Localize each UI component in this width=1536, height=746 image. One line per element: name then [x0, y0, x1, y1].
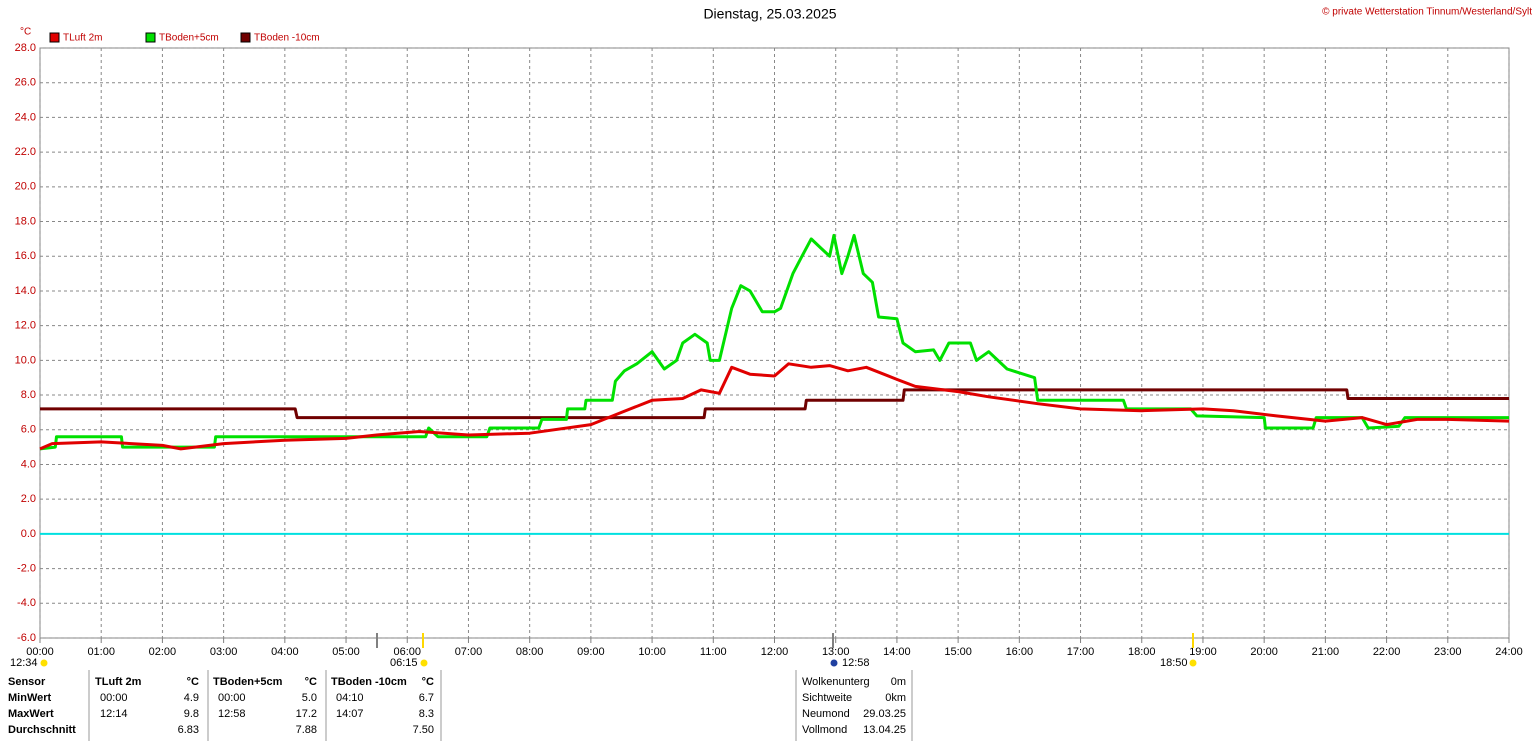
- table-cell: °C: [187, 676, 199, 688]
- info-cell: 0m: [891, 676, 906, 688]
- x-tick-label: 07:00: [455, 646, 483, 658]
- info-cell: Wolkenunterg: [802, 676, 870, 688]
- y-tick-label: 12.0: [15, 320, 36, 332]
- astro-time: 18:50: [1160, 657, 1188, 669]
- x-tick-label: 14:00: [883, 646, 911, 658]
- credit: © private Wetterstation Tinnum/Westerlan…: [1322, 7, 1532, 18]
- table-cell: 7.50: [413, 724, 434, 736]
- table-cell: 14:07: [336, 708, 364, 720]
- x-tick-label: 04:00: [271, 646, 299, 658]
- x-tick-label: 10:00: [638, 646, 666, 658]
- series-line: [40, 388, 1509, 420]
- table-cell: 04:10: [336, 692, 364, 704]
- table-cell: 7.88: [296, 724, 317, 736]
- legend-label: TBoden+5cm: [159, 33, 219, 44]
- info-cell: Vollmond: [802, 724, 847, 736]
- info-cell: 0km: [885, 692, 906, 704]
- legend-label: TBoden -10cm: [254, 33, 320, 44]
- legend-swatch: [145, 32, 156, 43]
- y-tick-label: 0.0: [21, 528, 36, 540]
- table-cell: 5.0: [302, 692, 317, 704]
- x-tick-label: 13:00: [822, 646, 850, 658]
- x-tick-label: 24:00: [1495, 646, 1523, 658]
- astro-icon: [830, 659, 838, 667]
- y-tick-label: -4.0: [17, 597, 36, 609]
- table-cell: 6.7: [419, 692, 434, 704]
- info-cell: 13.04.25: [863, 724, 906, 736]
- astro-time: 06:15: [390, 657, 418, 669]
- y-tick-label: 4.0: [21, 458, 36, 470]
- table-cell: Durchschnitt: [8, 724, 76, 736]
- y-tick-label: -2.0: [17, 562, 36, 574]
- y-tick-label: 26.0: [15, 77, 36, 89]
- y-tick-label: 8.0: [21, 389, 36, 401]
- table-cell: 12:58: [218, 708, 246, 720]
- y-tick-label: 28.0: [15, 42, 36, 54]
- x-tick-label: 18:00: [1128, 646, 1156, 658]
- y-tick-label: -6.0: [17, 632, 36, 644]
- y-tick-label: 24.0: [15, 111, 36, 123]
- x-tick-label: 08:00: [516, 646, 544, 658]
- x-tick-label: 12:00: [761, 646, 789, 658]
- y-tick-label: 10.0: [15, 354, 36, 366]
- table-cell: TBoden -10cm: [331, 676, 407, 688]
- table-cell: °C: [422, 676, 434, 688]
- series-line: [39, 233, 1509, 451]
- x-tick-label: 00:00: [26, 646, 54, 658]
- legend-swatch: [240, 32, 251, 43]
- table-cell: MaxWert: [8, 708, 54, 720]
- y-tick-label: 2.0: [21, 493, 36, 505]
- y-unit: °C: [20, 27, 31, 38]
- x-tick-label: 11:00: [700, 646, 727, 658]
- table-cell: 17.2: [296, 708, 317, 720]
- y-tick-label: 18.0: [15, 215, 36, 227]
- astro-time: 12:34: [10, 657, 38, 669]
- info-cell: 29.03.25: [863, 708, 906, 720]
- table-cell: 00:00: [218, 692, 246, 704]
- x-tick-label: 17:00: [1067, 646, 1095, 658]
- info-cell: Sichtweite: [802, 692, 852, 704]
- table-cell: MinWert: [8, 692, 52, 704]
- info-cell: Neumond: [802, 708, 850, 720]
- y-tick-label: 20.0: [15, 181, 36, 193]
- table-cell: 6.83: [178, 724, 199, 736]
- x-tick-label: 22:00: [1373, 646, 1401, 658]
- x-tick-label: 09:00: [577, 646, 605, 658]
- table-cell: TLuft 2m: [95, 676, 142, 688]
- x-tick-label: 02:00: [149, 646, 177, 658]
- table-cell: 9.8: [184, 708, 199, 720]
- table-cell: °C: [305, 676, 317, 688]
- table-cell: 8.3: [419, 708, 434, 720]
- series-line: [39, 362, 1510, 451]
- y-tick-label: 22.0: [15, 146, 36, 158]
- astro-icon: [1189, 659, 1197, 667]
- legend-swatch: [49, 32, 60, 43]
- table-cell: 4.9: [184, 692, 199, 704]
- chart-title: Dienstag, 25.03.2025: [703, 6, 836, 22]
- table-cell: 12:14: [100, 708, 128, 720]
- y-tick-label: 16.0: [15, 250, 36, 262]
- astro-icon: [40, 659, 48, 667]
- table-cell: 00:00: [100, 692, 128, 704]
- x-tick-label: 19:00: [1189, 646, 1217, 658]
- y-tick-label: 6.0: [21, 424, 36, 436]
- x-tick-label: 06:00: [393, 646, 421, 658]
- x-tick-label: 03:00: [210, 646, 238, 658]
- x-tick-label: 20:00: [1250, 646, 1278, 658]
- x-tick-label: 16:00: [1006, 646, 1034, 658]
- astro-icon: [420, 659, 428, 667]
- astro-time: 12:58: [842, 657, 870, 669]
- x-tick-label: 05:00: [332, 646, 360, 658]
- x-tick-label: 01:00: [87, 646, 115, 658]
- table-cell: Sensor: [8, 676, 46, 688]
- y-tick-label: 14.0: [15, 285, 36, 297]
- legend-label: TLuft 2m: [63, 33, 102, 44]
- x-tick-label: 15:00: [944, 646, 972, 658]
- table-cell: TBoden+5cm: [213, 676, 283, 688]
- x-tick-label: 21:00: [1312, 646, 1340, 658]
- x-tick-label: 23:00: [1434, 646, 1462, 658]
